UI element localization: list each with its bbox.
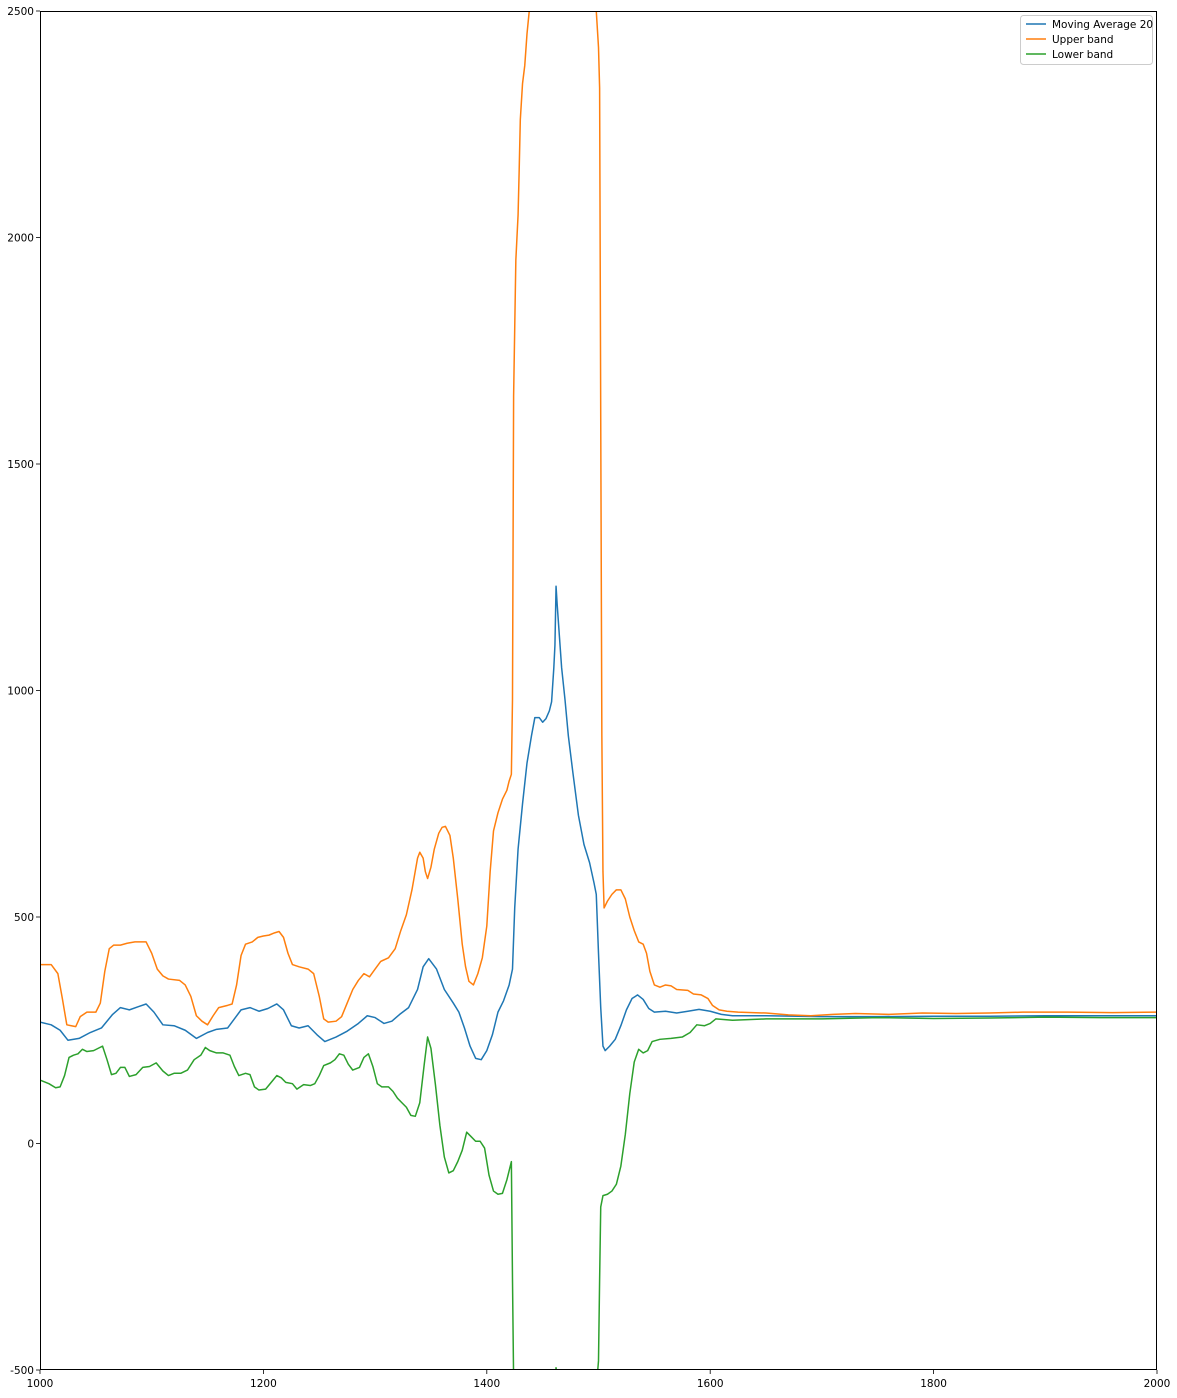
x-tick-label: 2000	[1144, 1378, 1171, 1390]
x-tick-label: 1600	[697, 1378, 724, 1390]
legend-box	[1020, 15, 1153, 65]
series-layer	[40, 11, 1157, 1370]
series-line-2	[40, 1016, 1157, 1370]
y-tick-label: 2500	[7, 6, 34, 18]
series-line-1	[40, 11, 1157, 1028]
y-tick-label: -500	[10, 1365, 34, 1377]
y-tick-label: 2000	[7, 233, 34, 245]
legend-label: Moving Average 20	[1052, 19, 1153, 31]
x-tick-label: 1800	[920, 1378, 947, 1390]
legend-label: Lower band	[1052, 49, 1113, 61]
legend: Moving Average 20 Upper band Lower band	[1020, 15, 1153, 65]
x-tick-label: 1000	[27, 1378, 54, 1390]
series-line-0	[40, 585, 1157, 1061]
y-tick-label: 1500	[7, 459, 34, 471]
legend-label: Upper band	[1052, 34, 1114, 46]
y-tick-label: 0	[27, 1139, 34, 1151]
x-tick-label: 1200	[250, 1378, 277, 1390]
x-axis: 1000 1200 1400 1600 1800 2000	[27, 1370, 1171, 1390]
x-tick-label: 1400	[473, 1378, 500, 1390]
plot-frame	[40, 11, 1157, 1370]
y-axis: -500 0 500 1000 1500 2000 2500	[7, 6, 40, 1377]
y-tick-label: 500	[14, 912, 34, 924]
y-tick-label: 1000	[7, 686, 34, 698]
